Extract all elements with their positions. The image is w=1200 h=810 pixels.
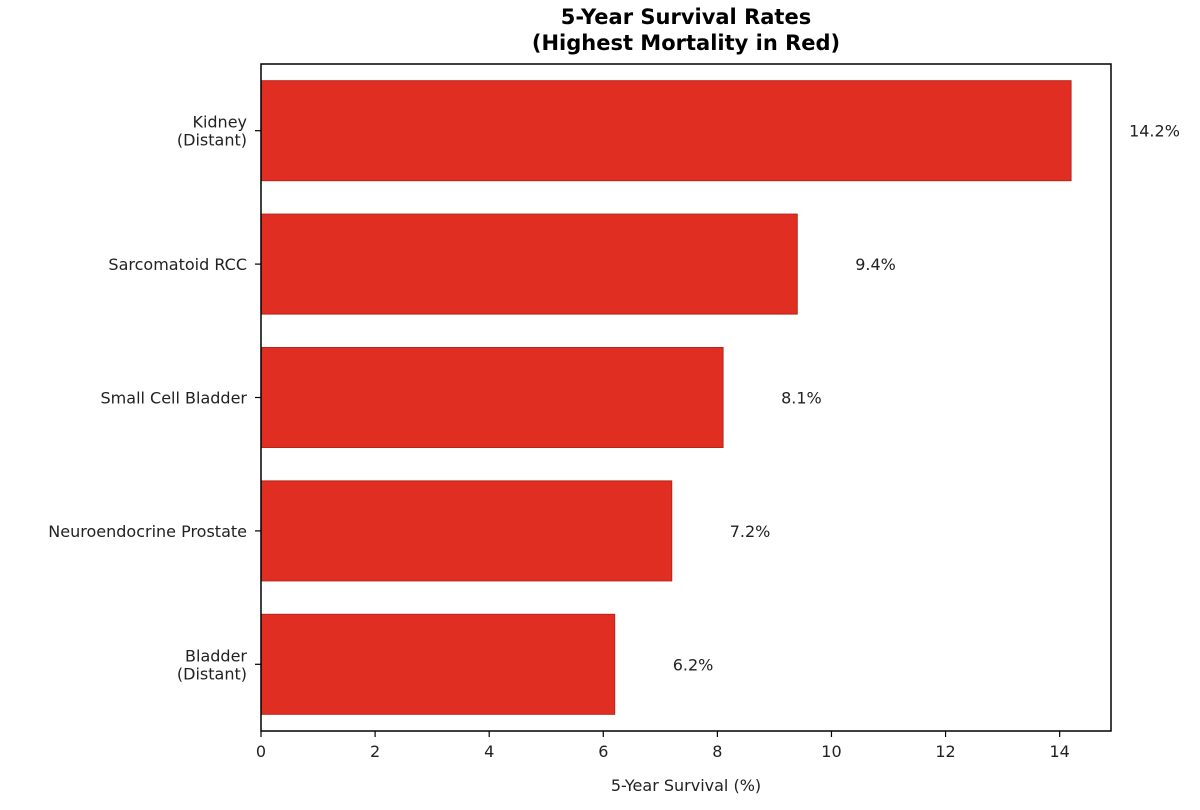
bar-value-label: 9.4% [855, 255, 896, 274]
data-labels-layer: 14.2% 9.4% 8.1% 7.2% 6.2% [673, 122, 1180, 675]
chart-title: 5-Year Survival Rates [561, 5, 811, 29]
x-tick-label: 2 [370, 742, 380, 761]
category-label: (Distant) [177, 131, 247, 150]
bar [260, 80, 1072, 182]
x-tick-label: 0 [256, 742, 266, 761]
bar-value-label: 14.2% [1129, 122, 1180, 141]
category-label: Kidney [192, 113, 247, 132]
bar [260, 480, 673, 582]
category-label: Small Cell Bladder [101, 389, 248, 408]
x-tick-label: 14 [1049, 742, 1069, 761]
category-label: (Distant) [177, 664, 247, 683]
bar-value-label: 7.2% [730, 522, 771, 541]
x-tick-label: 12 [935, 742, 955, 761]
x-tick-label: 6 [598, 742, 608, 761]
bar [260, 613, 616, 715]
category-label: Neuroendocrine Prostate [48, 522, 247, 541]
bar [260, 213, 798, 315]
x-axis-label: 5-Year Survival (%) [611, 776, 761, 795]
bars-layer [260, 80, 1072, 715]
bar-value-label: 8.1% [781, 389, 822, 408]
plot-frame [260, 63, 1112, 732]
bar-value-label: 6.2% [673, 655, 714, 674]
x-axis: 0 2 4 6 8 10 12 14 [256, 731, 1070, 761]
bar [260, 347, 724, 448]
x-tick-label: 10 [821, 742, 841, 761]
x-tick-label: 4 [484, 742, 494, 761]
x-tick-label: 8 [712, 742, 722, 761]
category-label: Bladder [185, 646, 247, 665]
chart-subtitle: (Highest Mortality in Red) [532, 31, 840, 55]
category-label: Sarcomatoid RCC [108, 255, 247, 274]
